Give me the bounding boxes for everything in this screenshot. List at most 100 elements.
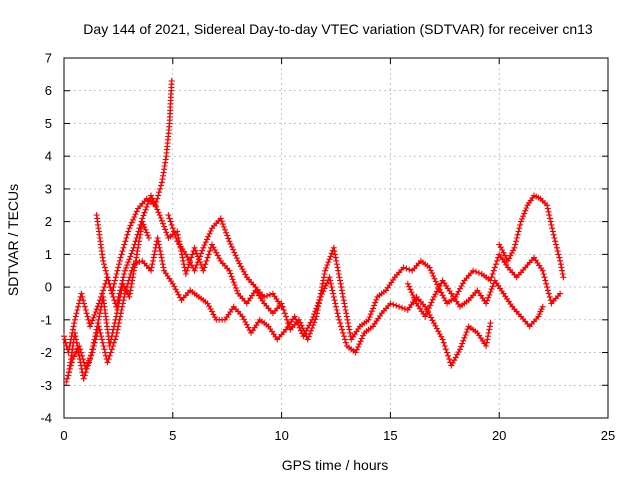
data-point-plus	[459, 340, 466, 347]
data-point-plus	[71, 320, 78, 327]
data-point-plus	[344, 316, 351, 323]
data-point-plus	[205, 251, 212, 258]
data-point-plus	[335, 267, 342, 274]
data-point-plus	[401, 305, 408, 312]
data-point-plus	[309, 316, 316, 323]
data-point-plus	[322, 282, 329, 289]
data-point-plus	[539, 267, 546, 274]
data-point-plus	[411, 294, 417, 301]
data-point-plus	[470, 267, 477, 274]
data-point-plus	[157, 248, 164, 255]
data-point-plus	[73, 310, 80, 317]
data-point-plus	[166, 215, 173, 222]
data-point-plus	[86, 359, 92, 366]
data-point-plus	[136, 235, 143, 241]
data-point-plus	[452, 354, 459, 361]
data-point-plus	[341, 300, 348, 307]
data-point-plus	[515, 228, 522, 235]
data-point-plus	[409, 292, 416, 298]
data-point-plus	[63, 379, 70, 385]
data-point-plus	[110, 326, 117, 333]
data-point-plus	[182, 251, 189, 258]
data-point-plus	[141, 224, 148, 231]
data-point-plus	[78, 290, 85, 297]
data-point-plus	[556, 254, 563, 261]
data-point-plus	[69, 326, 76, 333]
data-point-plus	[156, 212, 163, 219]
data-point-plus	[109, 329, 116, 336]
data-point-plus	[475, 269, 482, 276]
x-tick-label: 0	[60, 428, 67, 443]
data-point-plus	[117, 290, 124, 297]
data-point-plus	[121, 283, 128, 290]
data-point-plus	[372, 299, 379, 306]
data-point-plus	[365, 316, 372, 323]
data-point-plus	[355, 343, 362, 350]
data-point-plus	[151, 251, 158, 258]
data-point-plus	[225, 235, 232, 242]
data-point-plus	[119, 280, 126, 287]
data-point-plus	[313, 305, 320, 312]
y-tick-label: 7	[45, 51, 52, 66]
data-point-plus	[115, 264, 122, 271]
data-point-plus	[131, 267, 137, 274]
data-point-plus	[555, 251, 562, 258]
data-point-plus	[79, 293, 86, 300]
data-point-plus	[141, 209, 148, 216]
data-point-plus	[167, 218, 174, 225]
data-point-plus	[426, 264, 433, 271]
data-point-plus	[427, 267, 434, 274]
data-point-plus	[486, 291, 493, 298]
data-point-plus	[342, 339, 349, 346]
data-point-plus	[504, 257, 511, 264]
data-point-plus	[489, 271, 496, 277]
data-point-plus	[115, 300, 122, 307]
data-point-plus	[124, 231, 131, 238]
data-point-plus	[94, 320, 101, 327]
data-point-plus	[347, 329, 353, 336]
data-point-plus	[75, 346, 81, 353]
data-point-plus	[149, 261, 156, 268]
data-point-plus	[543, 280, 550, 287]
data-point-plus	[319, 291, 325, 298]
data-point-plus	[239, 266, 246, 273]
data-point-plus	[115, 303, 122, 310]
data-point-plus	[460, 337, 467, 344]
data-point-plus	[76, 356, 83, 363]
data-point-plus	[333, 261, 340, 268]
data-point-plus	[337, 277, 343, 284]
data-point-plus	[192, 264, 199, 271]
data-point-plus	[77, 359, 84, 366]
data-point-plus	[408, 289, 415, 296]
y-tick-label: -4	[40, 411, 52, 426]
data-point-plus	[233, 255, 240, 262]
data-point-plus	[508, 250, 515, 257]
data-point-plus	[462, 332, 469, 338]
data-point-plus	[342, 303, 348, 310]
data-point-plus	[400, 264, 407, 271]
data-point-plus	[155, 241, 162, 248]
data-point-plus	[294, 319, 301, 326]
data-point-plus	[228, 273, 235, 280]
series-layer	[61, 77, 567, 385]
data-point-plus	[145, 235, 152, 241]
data-point-plus	[101, 264, 108, 271]
data-point-plus	[117, 293, 124, 300]
data-point-plus	[335, 271, 342, 277]
data-point-plus	[157, 185, 164, 192]
data-point-plus	[333, 303, 339, 310]
data-point-plus	[72, 313, 79, 320]
data-point-plus	[91, 311, 98, 318]
data-point-plus	[449, 359, 456, 366]
data-point-plus	[341, 333, 347, 340]
data-point-plus	[445, 352, 452, 359]
data-point-plus	[261, 293, 268, 300]
data-point-plus	[366, 314, 373, 320]
data-point-plus	[132, 211, 139, 218]
data-point-plus	[157, 251, 164, 258]
data-point-plus	[116, 257, 123, 264]
data-point-plus	[227, 270, 234, 277]
data-point-plus	[510, 247, 517, 254]
data-point-plus	[127, 222, 134, 229]
data-point-plus	[316, 296, 323, 303]
